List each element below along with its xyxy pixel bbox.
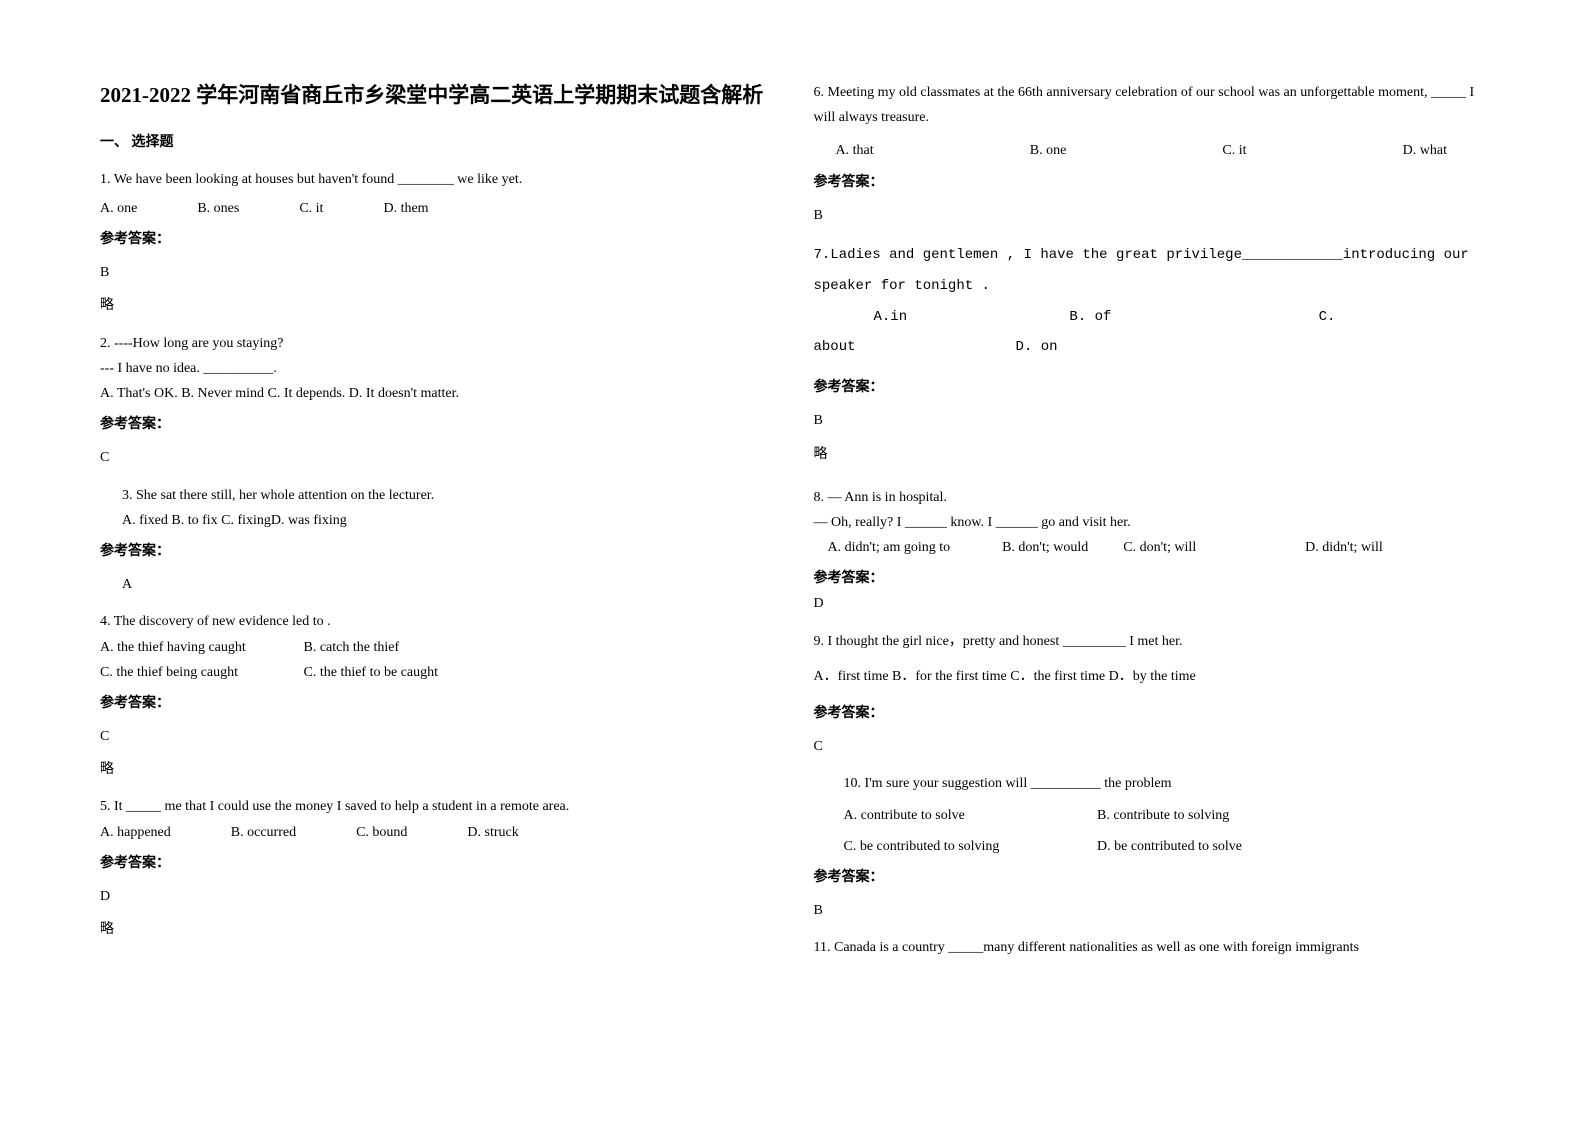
q1-answer-label: 参考答案：: [100, 227, 774, 252]
exam-title: 2021-2022 学年河南省商丘市乡梁堂中学高二英语上学期期末试题含解析: [100, 80, 774, 112]
q6-answer-label: 参考答案：: [814, 170, 1488, 195]
q5-opt-c: C. bound: [356, 820, 407, 845]
question-1: 1. We have been looking at houses but ha…: [100, 167, 774, 319]
question-6: 6. Meeting my old classmates at the 66th…: [814, 80, 1488, 228]
q10-opt-c: C. be contributed to solving: [844, 834, 1094, 859]
q3-answer: A: [100, 572, 774, 597]
q9-text: 9. I thought the girl nice，pretty and ho…: [814, 629, 1488, 654]
right-column: 6. Meeting my old classmates at the 66th…: [814, 80, 1488, 1082]
q8-answer: D: [814, 591, 1488, 616]
q2-line1: 2. ----How long are you staying?: [100, 331, 774, 356]
q10-opt-b: B. contribute to solving: [1097, 808, 1229, 823]
q6-opt-a: A. that: [836, 138, 874, 163]
q3-text: 3. She sat there still, her whole attent…: [100, 483, 774, 508]
q7-opt-c-prefix: C.: [1319, 302, 1336, 333]
question-8: 8. — Ann is in hospital. — Oh, really? I…: [814, 485, 1488, 617]
q8-opt-b: B. don't; would: [1002, 535, 1123, 560]
q9-opts: A．first time B．for the first time C．the …: [814, 664, 1488, 689]
q4-opt-b: B. catch the thief: [304, 640, 400, 655]
question-4: 4. The discovery of new evidence led to …: [100, 609, 774, 782]
q5-lue: 略: [100, 917, 774, 942]
q3-opts: A. fixed B. to fix C. fixingD. was fixin…: [100, 508, 774, 533]
q4-opt-a: A. the thief having caught: [100, 635, 300, 660]
q4-answer: C: [100, 724, 774, 749]
q1-opt-c: C. it: [299, 196, 323, 221]
q4-row1: A. the thief having caught B. catch the …: [100, 635, 774, 660]
q7-options-row2: about D. on: [814, 332, 1488, 363]
q11-text: 11. Canada is a country _____many differ…: [814, 935, 1488, 960]
q4-opt-c: C. the thief being caught: [100, 660, 300, 685]
question-9: 9. I thought the girl nice，pretty and ho…: [814, 629, 1488, 760]
q5-answer-label: 参考答案：: [100, 851, 774, 876]
q10-text: 10. I'm sure your suggestion will ______…: [814, 771, 1488, 796]
q6-options: A. that B. one C. it D. what: [814, 138, 1488, 163]
q10-answer-label: 参考答案：: [814, 865, 1488, 890]
q10-row2: C. be contributed to solving D. be contr…: [814, 834, 1488, 859]
q8-opt-a: A. didn't; am going to: [814, 535, 1003, 560]
q5-text: 5. It _____ me that I could use the mone…: [100, 794, 774, 819]
q8-answer-label: 参考答案：: [814, 566, 1488, 591]
q10-opt-d: D. be contributed to solve: [1097, 839, 1242, 854]
question-10: 10. I'm sure your suggestion will ______…: [814, 771, 1488, 923]
question-2: 2. ----How long are you staying? --- I h…: [100, 331, 774, 471]
q7-lue: 略: [814, 442, 1488, 467]
q1-answer: B: [100, 260, 774, 285]
left-column: 2021-2022 学年河南省商丘市乡梁堂中学高二英语上学期期末试题含解析 一、…: [100, 80, 774, 1082]
q7-answer: B: [814, 408, 1488, 433]
q1-opt-d: D. them: [383, 196, 428, 221]
q4-lue: 略: [100, 757, 774, 782]
q1-lue: 略: [100, 293, 774, 318]
question-7: 7.Ladies and gentlemen , I have the grea…: [814, 240, 1488, 363]
q8-line2: — Oh, really? I ______ know. I ______ go…: [814, 510, 1488, 535]
q9-answer-label: 参考答案：: [814, 701, 1488, 726]
q10-answer: B: [814, 898, 1488, 923]
q3-answer-label: 参考答案：: [100, 539, 774, 564]
q6-opt-b: B. one: [1030, 138, 1067, 163]
q5-opt-d: D. struck: [467, 820, 518, 845]
q8-options: A. didn't; am going to B. don't; would C…: [814, 535, 1488, 560]
q5-options: A. happened B. occurred C. bound D. stru…: [100, 820, 774, 845]
q4-answer-label: 参考答案：: [100, 691, 774, 716]
q8-line1: 8. — Ann is in hospital.: [814, 485, 1488, 510]
q1-opt-b: B. ones: [197, 196, 239, 221]
q4-row2: C. the thief being caught C. the thief t…: [100, 660, 774, 685]
q10-opt-a: A. contribute to solve: [844, 803, 1094, 828]
q9-answer: C: [814, 734, 1488, 759]
q2-line3: A. That's OK. B. Never mind C. It depend…: [100, 381, 774, 406]
q4-opt-d: C. the thief to be caught: [304, 665, 439, 680]
q2-answer: C: [100, 445, 774, 470]
q1-opt-a: A. one: [100, 196, 137, 221]
q8-opt-c: C. don't; will: [1123, 535, 1305, 560]
q8-opt-d: D. didn't; will: [1305, 535, 1383, 560]
section-1-header: 一、 选择题: [100, 130, 774, 155]
q5-answer: D: [100, 884, 774, 909]
question-3: 3. She sat there still, her whole attent…: [100, 483, 774, 598]
q4-text: 4. The discovery of new evidence led to …: [100, 609, 774, 634]
q7-opt-b: B. of: [1069, 302, 1318, 333]
q7-opt-c: about: [814, 332, 1016, 363]
q6-answer: B: [814, 203, 1488, 228]
q6-opt-d: D. what: [1403, 138, 1447, 163]
q7-text: 7.Ladies and gentlemen , I have the grea…: [814, 240, 1488, 302]
q7-answer-label: 参考答案：: [814, 375, 1488, 400]
q7-options-row1: A.in B. of C.: [814, 302, 1488, 333]
q6-opt-c: C. it: [1222, 138, 1246, 163]
q7-opt-d: D. on: [1016, 332, 1058, 363]
question-11: 11. Canada is a country _____many differ…: [814, 935, 1488, 960]
q5-opt-a: A. happened: [100, 820, 171, 845]
q7-opt-a: A.in: [814, 302, 1070, 333]
q1-options: A. one B. ones C. it D. them: [100, 196, 774, 221]
q5-opt-b: B. occurred: [231, 820, 296, 845]
q10-row1: A. contribute to solve B. contribute to …: [814, 803, 1488, 828]
question-5: 5. It _____ me that I could use the mone…: [100, 794, 774, 942]
q1-text: 1. We have been looking at houses but ha…: [100, 167, 774, 192]
q2-line2: --- I have no idea. __________.: [100, 356, 774, 381]
q6-text: 6. Meeting my old classmates at the 66th…: [814, 80, 1488, 130]
q2-answer-label: 参考答案：: [100, 412, 774, 437]
